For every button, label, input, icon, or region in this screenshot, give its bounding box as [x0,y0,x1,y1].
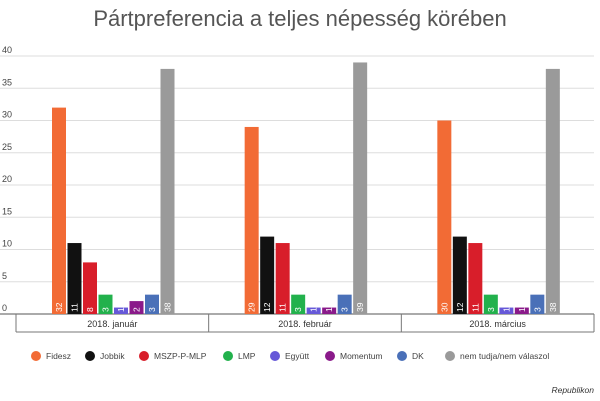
y-tick-label: 5 [2,271,7,281]
data-label: 1 [116,307,126,312]
data-label: 32 [54,302,64,312]
data-label: 1 [324,307,334,312]
y-tick-label: 20 [2,174,12,184]
data-label: 3 [293,307,303,312]
legend-marker [223,351,233,361]
bar-lmp [291,294,306,314]
chart-title: Pártpreferencia a teljes népesség körébe… [93,6,507,31]
bar-dk [337,294,352,314]
bar-mszp-p-mlp [468,243,483,314]
bars: 32 11 8 3 1 2 3 38 29 12 11 3 1 1 3 39 30 12 11 3 1 1 3 38 [52,62,560,315]
bar-mszp-p-mlp [275,243,290,314]
data-label: 3 [532,307,542,312]
bar-egy-tt [114,307,128,314]
legend-marker [31,351,41,361]
bar-momentum [322,307,337,314]
data-label: 2 [132,307,142,312]
data-label: 30 [439,302,449,312]
legend-label: DK [412,351,424,361]
data-label: 12 [455,302,465,312]
legend-label: LMP [238,351,256,361]
bar-dk [530,294,545,314]
bar-jobbik [67,243,82,314]
legend: Fidesz Jobbik MSZP-P-MLP LMP Együtt Momentum D… [31,351,549,361]
y-tick-label: 35 [2,77,12,87]
data-label: 8 [85,307,95,312]
category-label: 2018. február [278,319,332,329]
bar-lmp [483,294,498,314]
legend-marker [445,351,455,361]
data-label: 11 [70,303,80,312]
data-label: 11 [278,303,288,312]
data-label: 11 [470,303,480,312]
data-label: 1 [501,307,511,312]
legend-marker [139,351,149,361]
legend-label: Jobbik [100,351,125,361]
y-tick-label: 15 [2,206,12,216]
y-tick-label: 0 [2,303,7,313]
bar-egy-tt [306,307,321,314]
bar-egy-tt [499,307,514,314]
data-label: 12 [262,302,272,312]
legend-label: Fidesz [46,351,71,361]
category-label: 2018. január [87,319,137,329]
bar-fidesz [244,126,259,314]
bar-dk [145,294,159,314]
legend-marker [85,351,95,361]
legend-marker [325,351,335,361]
bar-jobbik [260,236,275,314]
legend-label: MSZP-P-MLP [154,351,207,361]
bar-jobbik [452,236,467,314]
bar-momentum [514,307,529,314]
bar-nem-tudja-nem-v-laszol [545,68,560,315]
y-tick-label: 10 [2,239,12,249]
data-label: 38 [163,302,173,312]
data-label: 3 [101,307,111,312]
y-tick-label: 40 [2,45,12,55]
bar-mszp-p-mlp [83,262,97,314]
bar-momentum [129,301,144,314]
source-label: Republikon [551,385,594,395]
data-label: 38 [548,302,558,312]
legend-marker [397,351,407,361]
data-label: 1 [309,307,319,312]
x-axis: 2018. január 2018. február 2018. március [15,314,595,333]
legend-label: Együtt [285,351,310,361]
y-axis: 0 5 10 15 20 25 30 35 40 [2,45,12,313]
data-label: 3 [340,307,350,312]
data-label: 39 [355,302,365,312]
y-tick-label: 30 [2,110,12,120]
bar-nem-tudja-nem-v-laszol [160,68,175,315]
legend-marker [270,351,280,361]
data-label: 1 [517,307,527,312]
data-label: 3 [486,307,496,312]
y-tick-label: 25 [2,142,12,152]
bar-fidesz [437,120,452,314]
legend-label: Momentum [340,351,383,361]
bar-lmp [98,294,113,314]
data-label: 29 [247,302,257,312]
bar-fidesz [52,107,66,314]
bar-nem-tudja-nem-v-laszol [353,62,368,315]
category-label: 2018. március [469,319,526,329]
legend-label: nem tudja/nem válaszol [460,351,549,361]
data-label: 3 [147,307,157,312]
